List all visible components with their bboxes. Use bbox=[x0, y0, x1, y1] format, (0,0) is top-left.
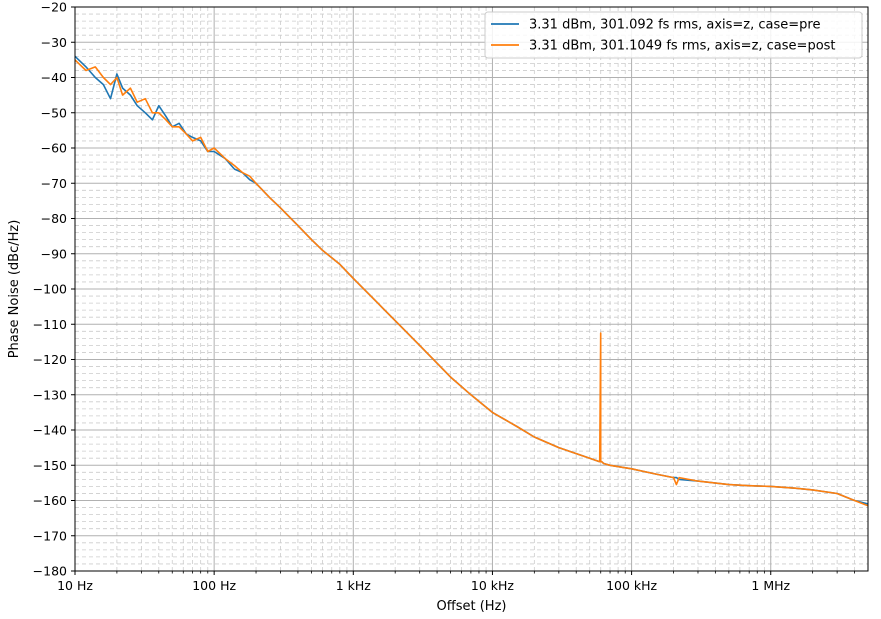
y-tick-label: −70 bbox=[41, 176, 67, 191]
x-axis-ticks: 10 Hz 100 Hz 1 kHz 10 kHz 100 kHz 1 MHz bbox=[57, 571, 855, 593]
x-tick-label: 1 MHz bbox=[751, 578, 790, 593]
x-axis-title: Offset (Hz) bbox=[437, 599, 507, 614]
y-tick-label: −60 bbox=[41, 141, 67, 156]
series-line-post bbox=[75, 59, 868, 507]
y-tick-label: −50 bbox=[41, 105, 67, 120]
y-tick-label: −180 bbox=[33, 564, 67, 579]
y-axis-title: Phase Noise (dBc/Hz) bbox=[7, 220, 22, 359]
y-tick-label: −90 bbox=[41, 246, 67, 261]
y-tick-label: −80 bbox=[41, 211, 67, 226]
x-tick-label: 10 kHz bbox=[471, 578, 515, 593]
x-tick-label: 1 kHz bbox=[336, 578, 372, 593]
y-tick-label: −170 bbox=[33, 528, 67, 543]
y-tick-label: −20 bbox=[41, 0, 67, 15]
major-grid bbox=[74, 6, 868, 572]
x-tick-label: 10 Hz bbox=[57, 578, 93, 593]
y-tick-label: −110 bbox=[33, 317, 67, 332]
legend-label: 3.31 dBm, 301.092 fs rms, axis=z, case=p… bbox=[529, 18, 820, 33]
y-tick-label: −130 bbox=[33, 387, 67, 402]
legend-label: 3.31 dBm, 301.1049 fs rms, axis=z, case=… bbox=[529, 39, 836, 54]
y-tick-label: −30 bbox=[41, 35, 67, 50]
series-layer bbox=[75, 55, 868, 507]
y-tick-label: −120 bbox=[33, 352, 67, 367]
y-tick-label: −160 bbox=[33, 493, 67, 508]
legend-box bbox=[484, 11, 863, 59]
legend: 3.31 dBm, 301.092 fs rms, axis=z, case=p… bbox=[484, 11, 863, 59]
y-tick-label: −40 bbox=[41, 70, 67, 85]
y-tick-label: −150 bbox=[33, 458, 67, 473]
x-tick-label: 100 kHz bbox=[606, 578, 657, 593]
y-axis-ticks: −20 −30 −40 −50 −60 −70 −80 −90 −100 −110 −120 −130… bbox=[33, 0, 75, 579]
y-tick-label: −140 bbox=[33, 423, 67, 438]
y-tick-label: −100 bbox=[33, 282, 67, 297]
x-tick-label: 100 Hz bbox=[192, 578, 236, 593]
